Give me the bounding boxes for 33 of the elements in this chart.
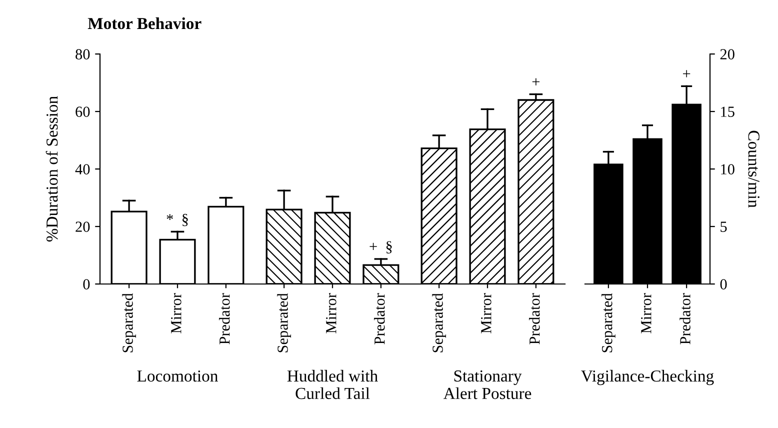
- annotation: + §: [370, 241, 392, 254]
- x-tick-label: Mirror: [641, 293, 652, 334]
- y-tick-label: 60: [76, 106, 90, 117]
- x-tick-label: Predator: [680, 293, 690, 344]
- y-tick-label: 20: [720, 49, 734, 60]
- annotation: +: [683, 70, 690, 78]
- x-tick-label: Separated: [432, 293, 446, 352]
- x-tick-label: Predator: [219, 293, 230, 344]
- y-axis-title: %Duration of Session: [46, 96, 58, 242]
- y-axis-title: Counts/min: [748, 130, 760, 208]
- y-tick-label: 5: [720, 222, 727, 232]
- y-tick-label: 15: [721, 106, 734, 117]
- x-tick-label: Separated: [602, 293, 616, 352]
- x-axis-title: Vigilance-Checking: [581, 370, 714, 386]
- x-tick-label: Predator: [529, 293, 540, 344]
- x-tick-label: Mirror: [326, 293, 336, 334]
- x-tick-label: Mirror: [481, 293, 492, 334]
- x-axis-title: Huddled with Curled Tail: [287, 370, 378, 400]
- y-tick-label: 40: [75, 164, 90, 174]
- x-tick-label: Predator: [374, 293, 385, 344]
- y-tick-label: 80: [76, 49, 90, 60]
- x-tick-label: Separated: [122, 293, 136, 352]
- x-axis-title: Stationary Alert Posture: [443, 370, 532, 400]
- annotation: * §: [166, 214, 188, 226]
- y-tick-label: 20: [76, 222, 90, 232]
- x-axis-title: Locomotion: [137, 370, 218, 382]
- x-tick-label: Mirror: [171, 293, 182, 334]
- chart-title: Motor Behavior: [88, 17, 202, 30]
- x-tick-label: Separated: [277, 293, 291, 352]
- annotation: +: [532, 78, 540, 86]
- y-tick-label: 0: [720, 279, 727, 290]
- y-tick-label: 10: [721, 164, 734, 174]
- y-tick-label: 0: [83, 279, 90, 290]
